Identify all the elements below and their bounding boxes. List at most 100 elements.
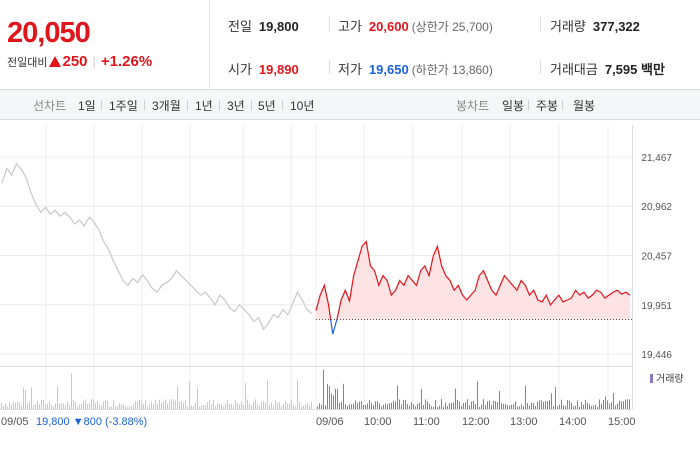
volume-bar — [81, 403, 82, 409]
volume-bar — [595, 404, 596, 409]
volume-bar — [207, 402, 208, 409]
stat-label: 저가 — [338, 62, 362, 77]
volume-bar — [483, 399, 484, 409]
volume-legend-label: 거래량 — [656, 373, 684, 385]
volume-bar — [629, 399, 630, 409]
tab-5y[interactable]: 5년 — [258, 99, 276, 113]
volume-bar — [57, 385, 58, 409]
tab-3y[interactable]: 3년 — [227, 99, 245, 113]
prev-day-close: 19,800 — [36, 416, 73, 428]
tab-1w[interactable]: 1주일 — [109, 99, 138, 113]
volume-bar — [279, 402, 280, 409]
tab-1y[interactable]: 1년 — [195, 99, 213, 113]
volume-bar — [527, 402, 528, 409]
tab-1d[interactable]: 1일 — [78, 99, 96, 113]
volume-bar — [495, 401, 496, 409]
volume-bar — [575, 405, 576, 409]
volume-bar — [255, 399, 256, 409]
volume-bar — [319, 403, 320, 409]
volume-bar — [97, 400, 98, 409]
volume-bar — [431, 406, 432, 409]
volume-bar — [87, 404, 88, 409]
volume-bar — [159, 399, 160, 409]
volume-bar — [223, 406, 224, 409]
volume-bar — [91, 399, 92, 409]
volume-bar — [437, 406, 438, 409]
volume-bar — [163, 401, 164, 409]
volume-bar — [359, 401, 360, 409]
volume-bar — [141, 401, 142, 409]
volume-bar — [25, 390, 26, 409]
volume-bar — [411, 402, 412, 409]
volume-bar — [175, 400, 176, 409]
volume-bar — [403, 399, 404, 409]
tab-monthly[interactable]: 월봉 — [573, 99, 596, 113]
volume-bar — [577, 400, 578, 409]
volume-bar — [251, 405, 252, 409]
volume-bar — [127, 406, 128, 409]
volume-bar — [213, 399, 214, 409]
volume-bar — [263, 401, 264, 409]
volume-bar — [507, 405, 508, 409]
volume-bar — [563, 405, 564, 409]
stat-value: 7,595 백만 — [604, 62, 665, 77]
volume-bar — [455, 388, 456, 409]
stat-sub: (상한가 25,700) — [411, 20, 493, 34]
y-tick-label: 21,467 — [641, 153, 672, 164]
x-tick-label: 10:00 — [364, 416, 392, 428]
volume-bar — [617, 403, 618, 409]
volume-bar — [625, 399, 626, 409]
volume-bar — [593, 405, 594, 409]
tab-weekly[interactable]: 주봉 — [536, 99, 559, 113]
volume-bar — [509, 405, 510, 409]
stat-open: 시가 19,890 — [228, 59, 299, 78]
volume-bar — [233, 405, 234, 409]
volume-bar — [399, 399, 400, 409]
volume-bar — [59, 403, 60, 409]
volume-bar — [423, 405, 424, 409]
volume-bar — [19, 402, 20, 409]
stat-value: 377,322 — [592, 19, 640, 34]
volume-bar — [511, 404, 512, 409]
volume-bar — [513, 404, 514, 409]
stat-trade-amount: 거래대금 7,595 백만 — [550, 59, 665, 78]
volume-bar — [125, 405, 126, 409]
volume-bar — [65, 404, 66, 409]
volume-bar — [71, 373, 72, 409]
change-label: 전일대비 — [7, 56, 48, 69]
volume-bar — [209, 400, 210, 409]
stat-volume: 거래량 377,322 — [550, 16, 640, 35]
change-value: 250 — [62, 53, 88, 70]
volume-bar — [397, 385, 398, 409]
volume-bar — [337, 388, 338, 409]
volume-bar — [567, 400, 568, 409]
volume-bar — [289, 403, 290, 409]
divider — [187, 100, 188, 110]
volume-bar — [381, 406, 382, 409]
volume-bar — [111, 406, 112, 409]
volume-bar — [305, 404, 306, 409]
tab-3m[interactable]: 3개월 — [152, 99, 181, 113]
volume-bar — [167, 403, 168, 409]
volume-bar — [5, 403, 6, 409]
volume-bar — [189, 381, 190, 409]
divider — [144, 100, 145, 110]
volume-bar — [499, 390, 500, 409]
volume-bar — [343, 383, 344, 409]
volume-bar — [261, 402, 262, 409]
volume-bar — [3, 406, 4, 409]
stat-prev-close: 전일 19,800 — [228, 16, 299, 35]
volume-bar — [13, 401, 14, 409]
price-box: 20,050 전일대비 250 | +1.26% — [0, 0, 210, 90]
volume-bar — [475, 403, 476, 409]
volume-bar — [523, 406, 524, 409]
tab-daily[interactable]: 일봉 — [502, 99, 525, 113]
x-tick-label: 12:00 — [462, 416, 490, 428]
tab-10y[interactable]: 10년 — [290, 99, 315, 113]
volume-bar — [621, 401, 622, 409]
volume-bar — [551, 393, 552, 409]
divider: | — [92, 54, 96, 69]
divider — [282, 100, 283, 110]
volume-bar — [451, 403, 452, 409]
volume-bar — [427, 401, 428, 409]
